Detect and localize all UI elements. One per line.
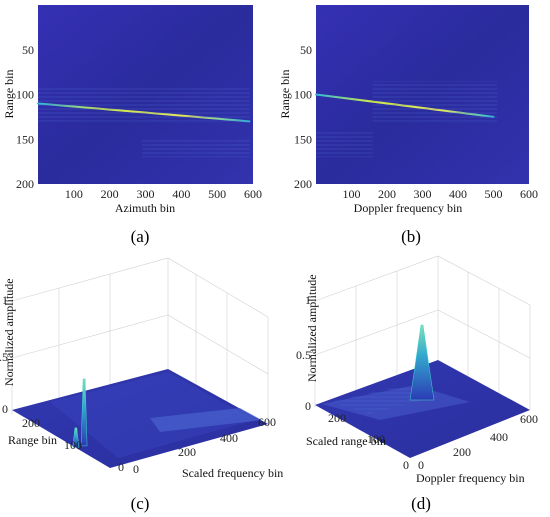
surface-c-zticks: 1 0.5 0: [0, 293, 8, 416]
heatmap-b-ytick: 200: [294, 177, 312, 191]
heatmap-b-ytick: 50: [300, 43, 312, 57]
surface-c-floor-shade: [50, 372, 255, 458]
surface-d-xtick: 400: [490, 430, 508, 444]
surface-d-ztick: 0: [305, 399, 311, 413]
panel-b: 100 200 300 400 500 600 50 100 150 200 Doppler fr…: [278, 5, 538, 246]
surface-d-xtick: 0: [418, 458, 424, 472]
heatmap-a-streak-band: [38, 85, 250, 122]
heatmap-a-streak-band: [141, 139, 250, 158]
surface-d-yticks: 200 100 0: [328, 411, 409, 472]
surface-c-xticks: 0 200 400 600: [133, 415, 276, 476]
surface-c-ztick: 0.5: [0, 350, 8, 364]
surface-d-ytick: 100: [367, 432, 385, 446]
panel-d: 1 0.5 0 200 100 0 0 200 400 600 Normaliz…: [296, 255, 538, 513]
heatmap-b-xtick: 600: [520, 187, 538, 201]
heatmap-b-xtick: 100: [343, 187, 361, 201]
heatmap-b-ytick: 100: [294, 88, 312, 102]
heatmap-a-xlabel: Azimuth bin: [115, 201, 175, 215]
surface-d-peaks: [409, 324, 435, 401]
surface-d-ztick: 1: [305, 293, 311, 307]
heatmap-b-ytick: 150: [294, 132, 312, 146]
heatmap-b-xlabel: Doppler frequency bin: [354, 201, 463, 215]
surface-d-xticks: 0 200 400 600: [418, 412, 538, 472]
heatmap-a-ytick: 50: [22, 43, 34, 57]
panel-a: 100 200 300 400 500 600 50 100 150 200 Azimuth bi…: [2, 5, 262, 246]
surface-d-zticks: 1 0.5 0: [296, 293, 311, 413]
surface-c-xlabel: Scaled frequency bin: [182, 466, 283, 480]
surface-d-xlabel: Doppler frequency bin: [416, 471, 525, 485]
caption-c: (c): [131, 494, 150, 513]
surface-c-box: [11, 257, 269, 428]
surface-d-zlabel: Normalized amplitude: [305, 274, 319, 382]
caption-d: (d): [411, 494, 431, 513]
surface-c-xtick: 0: [133, 462, 139, 476]
surface-c-xtick: 200: [178, 445, 196, 459]
panel-c: 1 0.5 0 200 100 0 0 200 400 600 Normaliz…: [0, 257, 283, 513]
heatmap-a-ytick: 150: [16, 132, 34, 146]
heatmap-b-xtick: 500: [485, 187, 503, 201]
heatmap-a-xtick: 100: [65, 187, 83, 201]
surface-c-peaks: [72, 378, 88, 448]
heatmap-b-features: [315, 81, 498, 158]
heatmap-b-ylabel: Range bin: [278, 70, 292, 119]
heatmap-a-ylabel: Range bin: [2, 70, 16, 119]
heatmap-a-ytick: 200: [16, 177, 34, 191]
caption-a: (a): [131, 227, 150, 246]
surface-c-yticks: 200 100 0: [22, 416, 124, 474]
surface-c-xtick: 400: [220, 431, 238, 445]
heatmap-a-xtick: 200: [101, 187, 119, 201]
surface-c-ytick: 100: [64, 438, 82, 452]
surface-c-ytick: 0: [118, 460, 124, 474]
surface-c-zlabel: Normalized amplitude: [2, 278, 16, 386]
heatmap-a-ticks: 100 200 300 400 500 600 50 100 150 200: [16, 43, 262, 201]
surface-c-ytick: 200: [22, 416, 40, 430]
heatmap-a-xtick: 600: [244, 187, 262, 201]
caption-b: (b): [401, 227, 421, 246]
heatmap-b-xtick: 200: [378, 187, 396, 201]
surface-c-ylabel: Range bin: [8, 433, 57, 447]
surface-d-box: [314, 255, 531, 410]
surface-c-xtick: 600: [258, 415, 276, 429]
surface-d-ytick: 0: [403, 458, 409, 472]
surface-d-ztick: 0.5: [296, 348, 311, 362]
heatmap-b-streak-band: [316, 130, 373, 158]
heatmap-b-xtick: 400: [449, 187, 467, 201]
surface-d-xtick: 200: [453, 445, 471, 459]
heatmap-a-xtick: 400: [172, 187, 190, 201]
surface-c-peak: [80, 378, 88, 447]
surface-c-peak: [72, 427, 80, 448]
surface-c-ztick: 1: [2, 293, 8, 307]
heatmap-b-xtick: 300: [414, 187, 432, 201]
surface-c-ridge-noise: [150, 408, 262, 432]
heatmap-a-ytick: 100: [16, 88, 34, 102]
heatmap-b-streak-band: [372, 81, 498, 122]
surface-d-ylabel: Scaled range bin: [306, 434, 386, 448]
heatmap-a-xtick: 300: [137, 187, 155, 201]
surface-c-ztick: 0: [2, 402, 8, 416]
heatmap-a-features: [37, 85, 251, 158]
heatmap-a-xtick: 500: [208, 187, 226, 201]
surface-d-xtick: 600: [520, 412, 538, 426]
surface-d-ytick: 200: [328, 411, 346, 425]
heatmap-b-ticks: 100 200 300 400 500 600 50 100 150 200: [294, 43, 538, 201]
surface-d-peak: [409, 324, 435, 401]
